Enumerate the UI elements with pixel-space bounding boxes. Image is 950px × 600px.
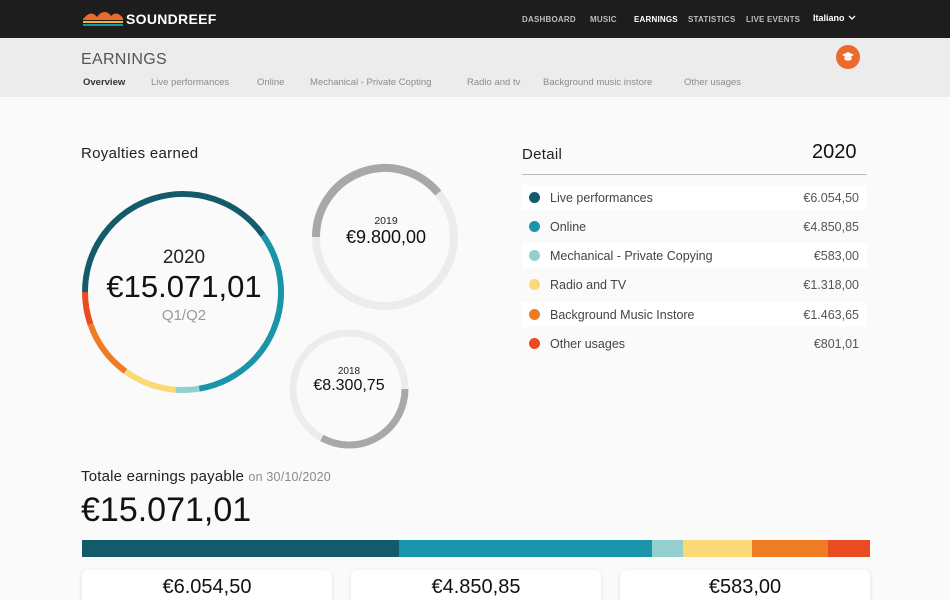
bar-segment-0	[82, 540, 399, 557]
nav-dashboard[interactable]: DASHBOARD	[522, 15, 576, 24]
bar-segment-3	[682, 540, 752, 557]
detail-row-background: Background Music Instore €1.463,65	[522, 302, 867, 327]
legend-dot	[529, 250, 540, 261]
detail-divider	[522, 174, 867, 175]
bar-segment-4	[751, 540, 829, 557]
ring-progress-2018	[320, 388, 409, 449]
logo-mark-icon	[83, 11, 123, 26]
legend-dot	[529, 221, 540, 232]
summary-card-mechanical[interactable]: €583,00	[620, 570, 870, 600]
detail-label: Other usages	[550, 336, 626, 351]
detail-amount: €4.850,85	[803, 219, 859, 234]
bar-segment-5	[828, 540, 870, 557]
current-amount: €15.071,01	[106, 269, 262, 304]
language-selector[interactable]: Italiano	[813, 13, 856, 23]
brand-name: SOUNDREEF	[126, 11, 217, 27]
graduation-cap-icon	[842, 52, 854, 61]
detail-amount: €583,00	[813, 248, 859, 263]
card-amount: €4.850,85	[431, 576, 521, 598]
tab-online[interactable]: Online	[257, 77, 285, 88]
detail-row-other: Other usages €801,01	[522, 331, 867, 356]
chevron-down-icon	[848, 15, 855, 20]
detail-label: Live performances	[550, 190, 653, 205]
page-title: EARNINGS	[81, 51, 167, 68]
detail-amount: €1.463,65	[803, 307, 859, 322]
tab-live-performances[interactable]: Live performances	[151, 77, 230, 88]
detail-row-online: Online €4.850,85	[522, 214, 867, 239]
detail-amount: €1.318,00	[803, 277, 859, 292]
detail-row-mechanical: Mechanical - Private Copying €583,00	[522, 243, 867, 268]
year-2018: 2018	[337, 366, 361, 377]
detail-row-radio: Radio and TV €1.318,00	[522, 272, 867, 297]
royalties-title: Royalties earned	[81, 145, 199, 162]
graduation-cap-button[interactable]	[836, 45, 860, 69]
detail-amount: €6.054,50	[803, 190, 859, 205]
legend-dot	[529, 279, 540, 290]
legend-dot	[529, 309, 540, 320]
detail-row-live: Live performances €6.054,50	[522, 185, 867, 210]
detail-label: Mechanical - Private Copying	[550, 248, 713, 263]
total-label-text: Totale earnings payable	[81, 468, 245, 485]
card-amount: €583,00	[708, 576, 782, 598]
nav-music[interactable]: MUSIC	[590, 15, 617, 24]
detail-label: Background Music Instore	[550, 307, 695, 322]
total-date: on 30/10/2020	[248, 470, 331, 484]
legend-dot	[529, 192, 540, 203]
tab-overview[interactable]: Overview	[83, 77, 126, 88]
detail-year: 2020	[812, 141, 857, 163]
legend-dot	[529, 338, 540, 349]
nav-statistics[interactable]: STATISTICS	[688, 15, 736, 24]
year-2019: 2019	[374, 215, 398, 227]
current-year: 2020	[162, 247, 206, 268]
earnings-stacked-bar	[82, 540, 870, 557]
detail-label: Radio and TV	[550, 277, 627, 292]
ring-segment-5	[82, 291, 94, 326]
total-earnings-label: Totale earnings payable on 30/10/2020	[81, 468, 331, 485]
nav-live-events[interactable]: LIVE EVENTS	[746, 15, 801, 24]
brand-logo[interactable]: SOUNDREEF	[83, 10, 217, 28]
ring-segment-3	[123, 368, 176, 393]
ring-2019-label: 2019 €9.800,00	[320, 215, 452, 248]
current-period: Q1/Q2	[161, 307, 207, 324]
total-amount: €15.071,01	[81, 491, 252, 529]
tab-radio-tv[interactable]: Radio and tv	[467, 77, 521, 88]
amount-2018: €8.300,75	[313, 377, 385, 394]
language-label: Italiano	[813, 13, 845, 23]
summary-card-live[interactable]: €6.054,50	[82, 570, 332, 600]
detail-title: Detail	[522, 146, 563, 163]
summary-card-online[interactable]: €4.850,85	[351, 570, 601, 600]
ring-segment-4	[87, 323, 128, 374]
card-amount: €6.054,50	[162, 576, 252, 598]
page-header: EARNINGS Overview Live performances Onli…	[0, 38, 950, 97]
detail-label: Online	[550, 219, 587, 234]
top-navigation-bar: SOUNDREEF DASHBOARD MUSIC EARNINGS STATI…	[0, 0, 950, 38]
tab-mechanical[interactable]: Mechanical - Private Copting	[310, 77, 432, 88]
bar-segment-2	[652, 540, 683, 557]
bar-segment-1	[398, 540, 653, 557]
tab-background-music[interactable]: Background music instore	[543, 77, 653, 88]
ring-segment-2	[175, 385, 200, 393]
tab-other-usages[interactable]: Other usages	[684, 77, 742, 88]
current-ring-label: 2020 €15.071,01 Q1/Q2	[96, 247, 272, 324]
detail-amount: €801,01	[813, 336, 859, 351]
amount-2019: €9.800,00	[345, 227, 427, 247]
ring-2018-label: 2018 €8.300,75	[294, 366, 404, 395]
nav-earnings[interactable]: EARNINGS	[634, 15, 678, 24]
